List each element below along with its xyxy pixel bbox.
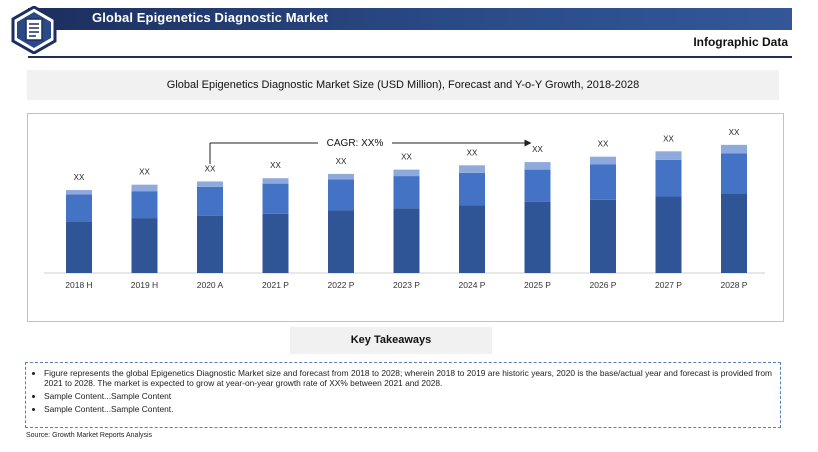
key-takeaways-label: Key Takeaways (350, 334, 432, 346)
bar-segment (328, 173, 354, 180)
x-tick-label: 2027 P (655, 280, 682, 290)
data-label: XX (467, 148, 478, 157)
bar-segment (393, 176, 420, 209)
x-tick-label: 2018 H (65, 280, 92, 290)
page-title: Global Epigenetics Diagnostic Market (92, 10, 329, 25)
note-item: Sample Content...Sample Content. (44, 404, 772, 414)
x-tick-label: 2028 P (721, 280, 748, 290)
bar-segment (328, 210, 354, 273)
bar-segment (524, 169, 551, 202)
cagr-arrow-head (524, 139, 532, 147)
bar-segment (262, 213, 289, 273)
bar-segment (393, 208, 420, 273)
note-item: Figure represents the global Epigenetics… (44, 368, 772, 388)
header-band (28, 8, 792, 30)
bar-segment (328, 179, 354, 211)
x-tick-label: 2026 P (590, 280, 617, 290)
bar-segment (66, 194, 92, 222)
bar-segment (459, 172, 485, 206)
x-tick-label: 2023 P (393, 280, 420, 290)
bar-segment (393, 169, 420, 177)
bar-segment (459, 205, 485, 273)
x-tick-label: 2022 P (328, 280, 355, 290)
x-tick-label: 2024 P (459, 280, 486, 290)
bar-segment (459, 165, 485, 173)
data-label: XX (729, 128, 740, 137)
bar-segment (721, 144, 747, 154)
document-icon (11, 6, 57, 54)
x-tick-label: 2019 H (131, 280, 158, 290)
bar-segment (590, 164, 616, 200)
bar-segment (262, 178, 289, 184)
x-tick-label: 2020 A (197, 280, 224, 290)
data-label: XX (532, 145, 543, 154)
cagr-label: CAGR: XX% (327, 138, 384, 149)
note-item: Sample Content...Sample Content (44, 391, 772, 401)
bar-segment (590, 156, 616, 165)
data-label: XX (663, 134, 674, 143)
bar-segment (262, 183, 289, 214)
bar-chart: XX 2018 H XX 2019 H XX 2020 A XX 2021 P XX 2022 P… (44, 128, 765, 290)
page-subtitle: Infographic Data (693, 35, 788, 49)
bar-segment (524, 162, 551, 170)
bar-segment (655, 159, 682, 197)
chart-title: Global Epigenetics Diagnostic Market Siz… (166, 79, 640, 91)
bar-segment (131, 184, 158, 192)
bar-segment (655, 196, 682, 273)
bar-segment (721, 193, 747, 273)
bar-segment (131, 218, 158, 273)
bar-segment (655, 151, 682, 160)
x-tick-label: 2025 P (524, 280, 551, 290)
data-label: XX (139, 168, 150, 177)
data-label: XX (205, 164, 216, 173)
data-label: XX (598, 140, 609, 149)
data-label: XX (336, 157, 347, 166)
source-note: Source: Growth Market Reports Analysis (26, 432, 153, 439)
key-takeaways-box (290, 327, 492, 354)
bar-segment (197, 186, 223, 216)
bar-segment (66, 221, 92, 273)
notes-box: Figure represents the global Epigenetics… (25, 362, 781, 428)
header-underline (28, 30, 792, 58)
bar-segment (721, 153, 747, 194)
bar-segment (590, 199, 616, 273)
chart-title-box (27, 70, 779, 100)
data-label: XX (401, 153, 412, 162)
data-label: XX (270, 161, 281, 170)
bar-segment (131, 191, 158, 219)
bar-segment (197, 215, 223, 273)
bar-segment (66, 190, 92, 195)
bar-segment (197, 181, 223, 187)
bar-segment (524, 201, 551, 273)
data-label: XX (74, 173, 85, 182)
x-tick-label: 2021 P (262, 280, 289, 290)
